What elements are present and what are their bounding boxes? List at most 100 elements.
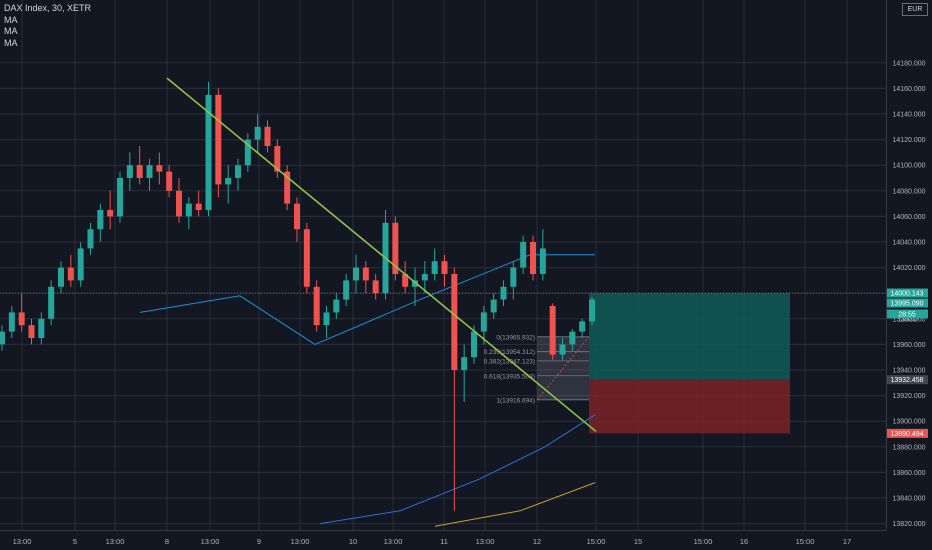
candle-body — [176, 190, 182, 217]
candle-body — [254, 126, 261, 140]
indicator-ma-2[interactable]: MA — [4, 26, 18, 36]
fib-level-label: 0.382(13947.123) — [484, 358, 535, 365]
candle-body — [579, 321, 586, 332]
candle-body — [166, 171, 173, 191]
price-tick-label: 14120.000 — [892, 137, 925, 144]
price-tick-label: 13820.000 — [892, 521, 925, 528]
candle-body — [28, 325, 35, 338]
price-tick-label: 14100.000 — [892, 163, 925, 170]
price-tick-label: 13920.000 — [892, 393, 925, 400]
candle-body — [87, 229, 94, 249]
last-price-label: 13995.090 — [890, 301, 923, 308]
time-tick-label: 13:00 — [201, 537, 220, 546]
time-tick-label: 16 — [740, 537, 748, 546]
time-axis[interactable]: 13:00 5 13:00 8 13:00 9 13:00 10 13:00 11 13:00 12 1… — [13, 537, 852, 546]
stop-zone[interactable] — [589, 379, 790, 434]
candle-body — [500, 286, 507, 300]
candle-body — [441, 261, 448, 274]
candle-body — [215, 94, 222, 185]
last-price-badge — [887, 298, 928, 308]
time-tick-label: 10 — [349, 537, 357, 546]
time-tick-label: 15:00 — [796, 537, 815, 546]
candle-body — [195, 203, 202, 210]
candle-body — [323, 312, 330, 326]
indicator-ma-3[interactable]: MA — [4, 37, 18, 48]
partial-price-label: 13980 — [897, 316, 917, 323]
candle-body — [126, 165, 133, 178]
price-tick-label: 14020.000 — [892, 265, 925, 272]
price-axis[interactable]: 13820.000 13840.000 13860.000 13880.000 1390… — [887, 0, 932, 550]
time-tick-label: 8 — [165, 537, 169, 546]
trendline-line[interactable] — [166, 77, 597, 433]
time-tick-label: 15 — [634, 537, 642, 546]
currency-badge[interactable]: EUR — [902, 3, 928, 16]
candle-body — [343, 280, 350, 300]
candle-body — [205, 94, 212, 210]
time-tick-label: 12 — [533, 537, 541, 546]
candle-body — [451, 274, 458, 370]
price-tick-label: 13940.000 — [892, 368, 925, 375]
candle-body — [48, 286, 55, 319]
candle-body — [392, 222, 399, 274]
candle-body — [156, 165, 163, 172]
stop-price-label: 13890.494 — [890, 431, 923, 438]
price-tick-label: 14140.000 — [892, 112, 925, 119]
countdown-badge — [887, 309, 928, 319]
time-tick-label: 13:00 — [13, 537, 32, 546]
candle-body — [333, 299, 340, 313]
candle-body — [480, 312, 487, 332]
candle-body — [559, 344, 566, 355]
time-tick-label: 11 — [440, 537, 448, 546]
candle-body — [67, 267, 74, 281]
price-tick-label: 14040.000 — [892, 240, 925, 247]
time-tick-label: 13:00 — [106, 537, 125, 546]
moving-average-line — [319, 414, 596, 525]
entry-price-badge — [887, 375, 928, 385]
trendline[interactable] — [166, 77, 597, 433]
candle-body — [274, 146, 281, 172]
fib-level-label: 0.618(13935.503) — [484, 373, 535, 380]
grid-lines — [0, 0, 887, 531]
price-tick-label: 13840.000 — [892, 496, 925, 503]
candle-body — [284, 171, 291, 204]
candle-body — [353, 267, 359, 281]
candle-body — [58, 267, 64, 287]
candle-body — [97, 210, 104, 230]
time-tick-label: 13:00 — [384, 537, 403, 546]
candle-body — [530, 242, 536, 274]
price-tick-label: 13860.000 — [892, 470, 925, 477]
candle-body — [510, 267, 517, 287]
candle-body — [313, 286, 320, 326]
price-tick-label: 14180.000 — [892, 60, 925, 67]
candle-body — [471, 331, 477, 358]
price-tick-label: 13960.000 — [892, 342, 925, 349]
candle-body — [431, 261, 438, 274]
time-tick-label: 15:00 — [694, 537, 713, 546]
candle-body — [185, 203, 192, 217]
symbol-title[interactable]: DAX Index, 30, XETR — [4, 3, 92, 13]
candle-body — [294, 203, 300, 230]
fib-level-label: 0.236(13954.312) — [484, 349, 535, 356]
candle-body — [303, 229, 310, 287]
target-price-badge — [887, 288, 928, 298]
candle-body — [362, 267, 369, 281]
time-tick-label: 17 — [843, 537, 851, 546]
price-tick-label: 13880.000 — [892, 444, 925, 451]
candle-body — [18, 312, 25, 326]
indicator-ma-1[interactable]: MA — [4, 14, 18, 25]
price-tick-label: 14060.000 — [892, 214, 925, 221]
price-tick-label: 13900.000 — [892, 419, 925, 426]
candle-body — [264, 126, 271, 146]
position-zones — [0, 292, 886, 434]
target-price-label: 14000.143 — [890, 291, 923, 298]
moving-averages — [139, 254, 596, 527]
price-tick-label: 14160.000 — [892, 86, 925, 93]
candle-body — [235, 165, 241, 178]
target-zone[interactable] — [589, 293, 790, 380]
stop-price-badge — [887, 428, 928, 438]
candle-body — [549, 306, 556, 355]
candle-body — [225, 178, 232, 185]
candle-body — [461, 357, 468, 370]
time-tick-label: 13:00 — [476, 537, 495, 546]
